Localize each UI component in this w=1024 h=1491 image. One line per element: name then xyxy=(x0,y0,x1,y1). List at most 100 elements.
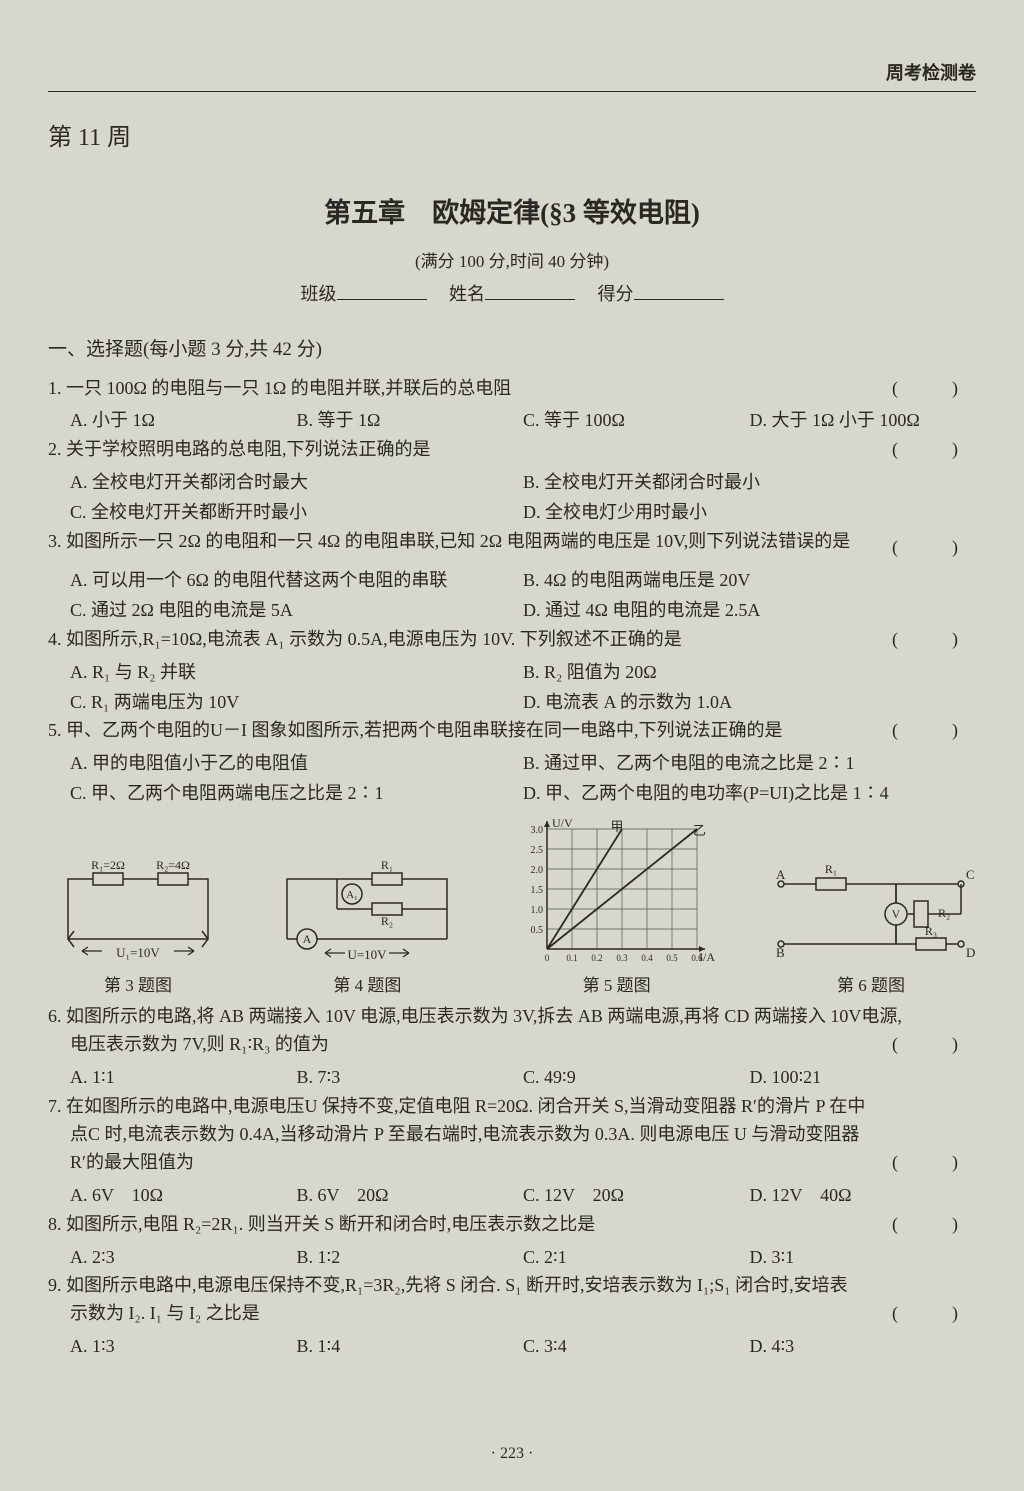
class-blank[interactable] xyxy=(337,282,427,300)
fig6-r3: R₃ xyxy=(925,924,937,938)
q2-opt-b[interactable]: B. 全校电灯开关都闭合时最小 xyxy=(523,468,976,498)
figure-3: R₁=2Ω R₂=4Ω U₁=10V 第 3 题图 xyxy=(48,859,228,999)
q9-opt-c[interactable]: C. 3∶4 xyxy=(523,1332,750,1362)
q9-text1: 9. 如图所示电路中,电源电压保持不变,R₁=3R₂,先将 S 闭合. S₁ 断… xyxy=(48,1272,912,1300)
svg-text:0.5: 0.5 xyxy=(530,925,543,936)
fig6-c: C xyxy=(966,867,975,882)
q9-options: A. 1∶3 B. 1∶4 C. 3∶4 D. 4∶3 xyxy=(70,1332,976,1362)
q2-text: 2. 关于学校照明电路的总电阻,下列说法正确的是 xyxy=(48,436,912,464)
score-label: 得分 xyxy=(598,284,634,304)
page-header: 周考检测卷 xyxy=(48,60,976,92)
name-label: 姓名 xyxy=(449,284,485,304)
q5-opt-d[interactable]: D. 甲、乙两个电阻的电功率(P=UI)之比是 1∶4 xyxy=(523,779,976,809)
fig6-caption: 第 6 题图 xyxy=(766,973,976,999)
chapter-title: 第五章 欧姆定律(§3 等效电阻) xyxy=(48,193,976,235)
question-1: 1. 一只 100Ω 的电阻与一只 1Ω 的电阻并联,并联后的总电阻 ( ) xyxy=(48,375,976,403)
q7-opt-c[interactable]: C. 12V 20Ω xyxy=(523,1181,750,1211)
fig6-r2: R₂ xyxy=(938,906,950,920)
answer-blank-8[interactable]: ( ) xyxy=(892,1211,976,1239)
q3-opt-d[interactable]: D. 通过 4Ω 电阻的电流是 2.5A xyxy=(523,596,976,626)
svg-text:2.0: 2.0 xyxy=(530,865,543,876)
svg-text:1.5: 1.5 xyxy=(530,885,543,896)
fig6-r1: R₁ xyxy=(825,862,837,876)
fig3-r1: R₁=2Ω xyxy=(91,859,125,872)
q7-text1: 7. 在如图所示的电路中,电源电压U 保持不变,定值电阻 R=20Ω. 闭合开关… xyxy=(48,1093,912,1121)
q5-opt-c[interactable]: C. 甲、乙两个电阻两端电压之比是 2∶1 xyxy=(70,779,523,809)
q4-opt-c[interactable]: C. R₁ 两端电压为 10V xyxy=(70,688,523,718)
q9-opt-a[interactable]: A. 1∶3 xyxy=(70,1332,297,1362)
q8-opt-b[interactable]: B. 1∶2 xyxy=(297,1243,524,1273)
q7-opt-d[interactable]: D. 12V 40Ω xyxy=(750,1181,977,1211)
q6-options: A. 1∶1 B. 7∶3 C. 49∶9 D. 100∶21 xyxy=(70,1063,976,1093)
fig3-u: U₁=10V xyxy=(116,945,160,960)
answer-blank-9[interactable]: ( ) xyxy=(892,1300,976,1328)
svg-text:乙: 乙 xyxy=(693,823,706,838)
q1-opt-c[interactable]: C. 等于 100Ω xyxy=(523,406,750,436)
q5-opt-a[interactable]: A. 甲的电阻值小于乙的电阻值 xyxy=(70,749,523,779)
question-7: 7. 在如图所示的电路中,电源电压U 保持不变,定值电阻 R=20Ω. 闭合开关… xyxy=(48,1093,976,1177)
exam-fillins: 班级 姓名 得分 xyxy=(48,281,976,309)
question-6: 6. 如图所示的电路,将 AB 两端接入 10V 电源,电压表示数为 3V,拆去… xyxy=(48,1003,976,1059)
fig4-a: A xyxy=(303,932,312,946)
q3-opt-b[interactable]: B. 4Ω 的电阻两端电压是 20V xyxy=(523,566,976,596)
q2-opt-a[interactable]: A. 全校电灯开关都闭合时最大 xyxy=(70,468,523,498)
fig4-r2: R₂ xyxy=(381,914,393,928)
q6-opt-d[interactable]: D. 100∶21 xyxy=(750,1063,977,1093)
svg-text:2.5: 2.5 xyxy=(530,845,543,856)
page-number: · 223 · xyxy=(0,1442,1024,1467)
q1-text: 1. 一只 100Ω 的电阻与一只 1Ω 的电阻并联,并联后的总电阻 xyxy=(48,375,912,403)
svg-text:0.1: 0.1 xyxy=(566,953,577,963)
answer-blank-7[interactable]: ( ) xyxy=(892,1149,976,1177)
q7-opt-b[interactable]: B. 6V 20Ω xyxy=(297,1181,524,1211)
q5-opt-b[interactable]: B. 通过甲、乙两个电阻的电流之比是 2∶1 xyxy=(523,749,976,779)
answer-blank-5[interactable]: ( ) xyxy=(892,717,976,745)
q9-opt-b[interactable]: B. 1∶4 xyxy=(297,1332,524,1362)
q8-options: A. 2∶3 B. 1∶2 C. 2∶1 D. 3∶1 xyxy=(70,1243,976,1273)
q6-opt-b[interactable]: B. 7∶3 xyxy=(297,1063,524,1093)
q1-opt-a[interactable]: A. 小于 1Ω xyxy=(70,406,297,436)
svg-text:3.0: 3.0 xyxy=(530,825,543,836)
q3-opt-c[interactable]: C. 通过 2Ω 电阻的电流是 5A xyxy=(70,596,523,626)
q7-opt-a[interactable]: A. 6V 10Ω xyxy=(70,1181,297,1211)
fig4-r1: R₁ xyxy=(381,859,393,872)
answer-blank-3[interactable]: ( ) xyxy=(892,534,976,562)
q3-options: A. 可以用一个 6Ω 的电阻代替这两个电阻的串联 B. 4Ω 的电阻两端电压是… xyxy=(70,566,976,626)
q4-opt-a[interactable]: A. R₁ 与 R₂ 并联 xyxy=(70,658,523,688)
answer-blank-6[interactable]: ( ) xyxy=(892,1031,976,1059)
class-label: 班级 xyxy=(301,284,337,304)
fig6-v: V xyxy=(892,907,901,921)
fig6-b: B xyxy=(776,945,785,960)
q4-opt-d[interactable]: D. 电流表 A 的示数为 1.0A xyxy=(523,688,976,718)
figure-6: A C B D R₁ R₂ R₃ V 第 6 题图 xyxy=(766,859,976,999)
q7-text3: R′的最大阻值为 xyxy=(48,1149,912,1177)
q8-opt-a[interactable]: A. 2∶3 xyxy=(70,1243,297,1273)
fig6-a: A xyxy=(776,867,786,882)
answer-blank-2[interactable]: ( ) xyxy=(892,436,976,464)
question-4: 4. 如图所示,R₁=10Ω,电流表 A₁ 示数为 0.5A,电源电压为 10V… xyxy=(48,626,976,654)
q4-opt-b[interactable]: B. R₂ 阻值为 20Ω xyxy=(523,658,976,688)
figure-5: U/VI/A甲乙0.51.01.52.02.53.000.10.20.30.40… xyxy=(507,819,727,999)
score-blank[interactable] xyxy=(634,282,724,300)
q6-opt-c[interactable]: C. 49∶9 xyxy=(523,1063,750,1093)
q8-opt-c[interactable]: C. 2∶1 xyxy=(523,1243,750,1273)
svg-text:0.3: 0.3 xyxy=(616,953,628,963)
q3-opt-a[interactable]: A. 可以用一个 6Ω 的电阻代替这两个电阻的串联 xyxy=(70,566,523,596)
q6-opt-a[interactable]: A. 1∶1 xyxy=(70,1063,297,1093)
svg-text:0: 0 xyxy=(544,953,549,963)
fig4-u: U=10V xyxy=(348,947,388,962)
q2-opt-d[interactable]: D. 全校电灯少用时最小 xyxy=(523,498,976,528)
q2-opt-c[interactable]: C. 全校电灯开关都断开时最小 xyxy=(70,498,523,528)
q8-opt-d[interactable]: D. 3∶1 xyxy=(750,1243,977,1273)
name-blank[interactable] xyxy=(485,282,575,300)
q1-opt-b[interactable]: B. 等于 1Ω xyxy=(297,406,524,436)
q5-options: A. 甲的电阻值小于乙的电阻值 B. 通过甲、乙两个电阻的电流之比是 2∶1 C… xyxy=(70,749,976,809)
answer-blank-1[interactable]: ( ) xyxy=(892,375,976,403)
q6-text: 6. 如图所示的电路,将 AB 两端接入 10V 电源,电压表示数为 3V,拆去… xyxy=(48,1003,912,1059)
answer-blank-4[interactable]: ( ) xyxy=(892,626,976,654)
question-2: 2. 关于学校照明电路的总电阻,下列说法正确的是 ( ) xyxy=(48,436,976,464)
q9-opt-d[interactable]: D. 4∶3 xyxy=(750,1332,977,1362)
question-5: 5. 甲、乙两个电阻的U－I 图象如图所示,若把两个电阻串联接在同一电路中,下列… xyxy=(48,717,976,745)
fig3-caption: 第 3 题图 xyxy=(48,973,228,999)
q1-opt-d[interactable]: D. 大于 1Ω 小于 100Ω xyxy=(750,406,977,436)
svg-text:甲: 甲 xyxy=(610,819,623,834)
